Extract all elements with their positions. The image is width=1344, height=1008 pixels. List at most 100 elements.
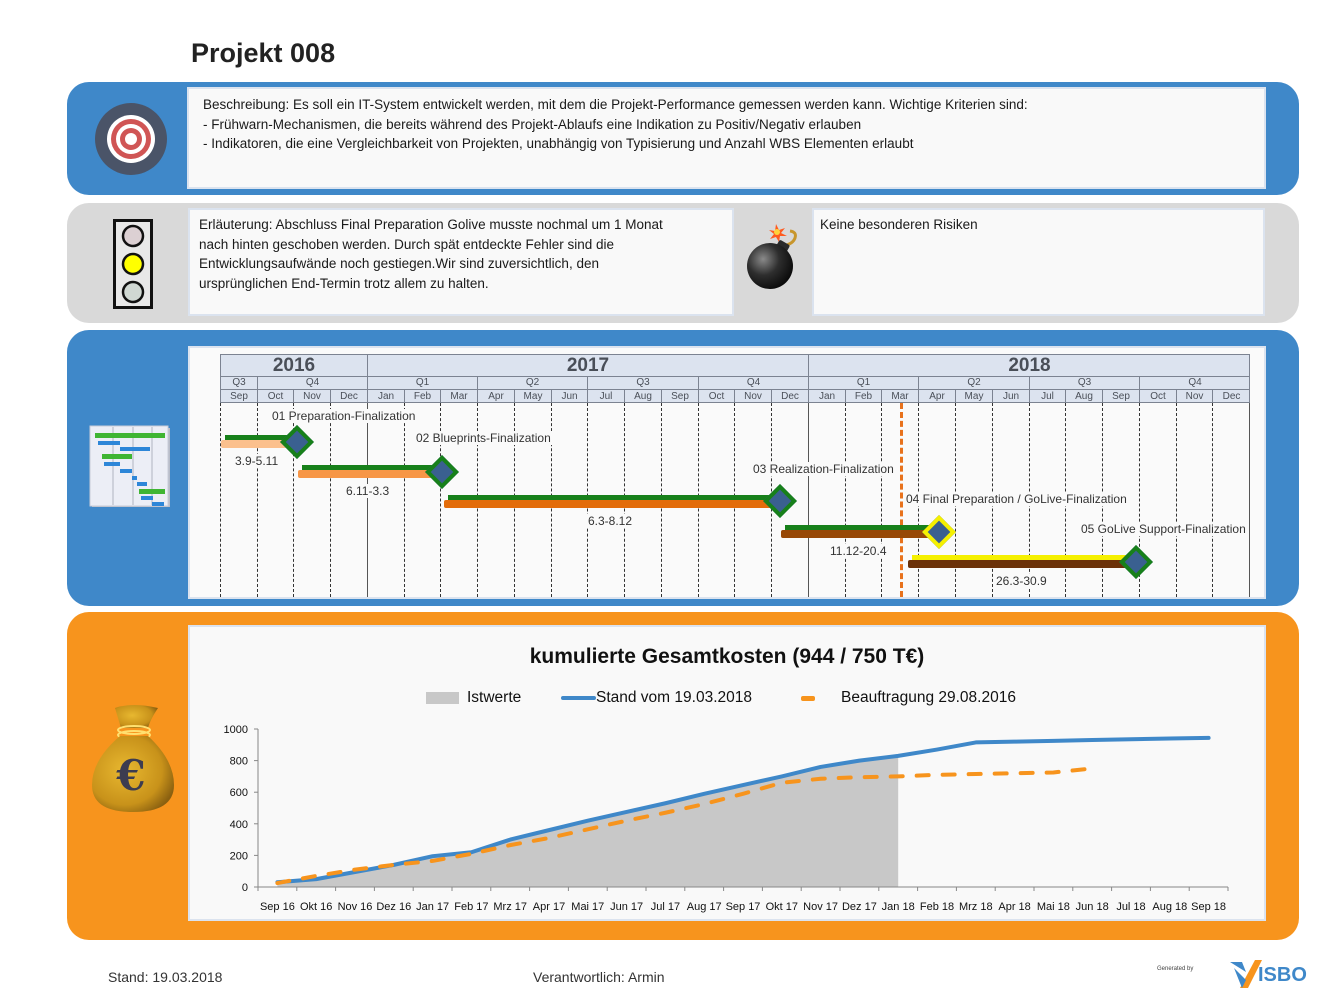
y-tick-label: 600: [230, 787, 248, 799]
grid-line: [220, 403, 221, 597]
month: Jan: [368, 390, 405, 403]
month: Sep: [221, 390, 258, 403]
phase-dates: 6.3-8.12: [586, 514, 635, 528]
phase-label: 02 Blueprints-Finalization: [414, 431, 553, 445]
phase-plan-bar[interactable]: [221, 440, 295, 448]
chart-title: kumulierte Gesamtkosten (944 / 750 T€): [529, 645, 925, 668]
x-tick-label: Sep 18: [1191, 901, 1226, 913]
phase-actual-bar[interactable]: [785, 525, 930, 531]
legend-label: Stand vom 19.03.2018: [596, 689, 752, 706]
quarter: Q2: [478, 377, 588, 390]
legend-istwerte: Istwerte: [426, 689, 521, 707]
today-marker: [900, 403, 903, 597]
gantt-chart-icon: [89, 425, 171, 508]
explanation-line: ursprünglichen End-Termin trotz allem zu…: [199, 275, 489, 291]
x-tick-label: Aug 17: [687, 901, 722, 913]
month: Dec: [331, 390, 368, 403]
month: Oct: [699, 390, 735, 403]
grid-line: [845, 403, 846, 597]
quarter: Q1: [809, 377, 919, 390]
phase-actual-bar[interactable]: [302, 465, 432, 471]
month: May: [956, 390, 993, 403]
phase-label: 04 Final Preparation / GoLive-Finalizati…: [904, 492, 1129, 506]
phase-dates: 11.12-20.4: [828, 544, 889, 558]
money-bag-euro-icon: €: [88, 700, 178, 815]
phase-label: 05 GoLive Support-Finalization: [1079, 522, 1248, 536]
beauftragung-line: [275, 766, 1095, 886]
x-tick-label: Jul 17: [651, 901, 680, 913]
month: Nov: [294, 390, 331, 403]
quarter: Q3: [1030, 377, 1140, 390]
explanation-box: Erläuterung: Abschluss Final Preparation…: [188, 208, 734, 316]
visbo-logo-text: ISBO: [1258, 964, 1307, 986]
milestone-diamond[interactable]: [280, 425, 314, 459]
month: Mar: [441, 390, 478, 403]
legend-swatch-dash: [801, 695, 815, 701]
page-title: Projekt 008: [191, 38, 336, 68]
phase-label: 03 Realization-Finalization: [751, 462, 896, 476]
quarter: Q4: [1140, 377, 1250, 390]
generated-by: Generated by: [1157, 966, 1194, 972]
y-tick-label: 400: [230, 819, 248, 831]
x-tick-label: Jun 18: [1076, 901, 1109, 913]
phase-actual-bar[interactable]: [225, 435, 295, 441]
risks-text: Keine besonderen Risiken: [820, 217, 978, 232]
bomb-icon: [743, 222, 807, 292]
month: Oct: [1140, 390, 1177, 403]
grid-line: [293, 403, 294, 597]
phase-plan-bar[interactable]: [908, 560, 1130, 568]
grid-line: [1249, 403, 1250, 597]
month: Sep: [1103, 390, 1140, 403]
month: Jun: [552, 390, 588, 403]
phase-dates: 6.11-3.3: [344, 484, 392, 498]
month: Feb: [405, 390, 441, 403]
grid-line: [1212, 403, 1213, 597]
phase-actual-bar[interactable]: [912, 555, 1130, 561]
y-tick-label: 0: [242, 882, 248, 894]
legend-stand: Stand vom 19.03.2018: [561, 689, 752, 707]
milestone-diamond[interactable]: [1119, 545, 1153, 579]
phase-actual-bar[interactable]: [448, 495, 778, 501]
phase-plan-bar[interactable]: [444, 500, 778, 508]
visbo-logo-icon: ISBO: [1228, 958, 1307, 990]
month: Aug: [1066, 390, 1103, 403]
chart-legend: Istwerte Stand vom 19.03.2018 Beauftragu…: [190, 689, 1264, 709]
month: Jul: [588, 390, 625, 403]
grid-line: [330, 403, 331, 597]
month: May: [515, 390, 552, 403]
milestone-diamond[interactable]: [763, 484, 797, 518]
quarter: Q4: [258, 377, 368, 390]
month: Feb: [846, 390, 882, 403]
explanation-line: Erläuterung: Abschluss Final Preparation…: [199, 217, 663, 232]
x-tick-label: Nov 16: [338, 901, 373, 913]
month: Mar: [882, 390, 919, 403]
traffic-light-icon: [113, 219, 153, 309]
y-tick-label: 800: [230, 756, 248, 768]
phase-plan-bar[interactable]: [298, 470, 432, 478]
quarter: Q4: [699, 377, 809, 390]
x-tick-label: Apr 18: [998, 901, 1030, 913]
x-tick-label: Mai 18: [1037, 901, 1070, 913]
explanation-line: Entwicklungsaufwände noch gestiegen.Wir …: [199, 256, 599, 271]
year-2018: 2018: [809, 355, 1250, 377]
month: Jul: [1030, 390, 1066, 403]
month: Jan: [809, 390, 846, 403]
x-tick-label: Sep 16: [260, 901, 295, 913]
phase-label: 01 Preparation-Finalization: [270, 409, 418, 423]
month: Nov: [735, 390, 772, 403]
x-tick-label: Jan 18: [882, 901, 915, 913]
x-tick-label: Dez 16: [376, 901, 411, 913]
milestone-diamond[interactable]: [425, 455, 459, 489]
milestone-diamond-warning[interactable]: [922, 515, 956, 549]
x-tick-label: Feb 17: [454, 901, 488, 913]
x-tick-label: Mrz 18: [959, 901, 993, 913]
legend-swatch-line: [561, 696, 596, 700]
quarter: Q3: [221, 377, 258, 390]
quarter: Q2: [919, 377, 1030, 390]
year-line: [808, 403, 809, 597]
x-tick-label: Apr 17: [533, 901, 565, 913]
grid-line: [440, 403, 441, 597]
stand-date: Stand: 19.03.2018: [108, 969, 223, 985]
phase-plan-bar[interactable]: [781, 530, 931, 538]
